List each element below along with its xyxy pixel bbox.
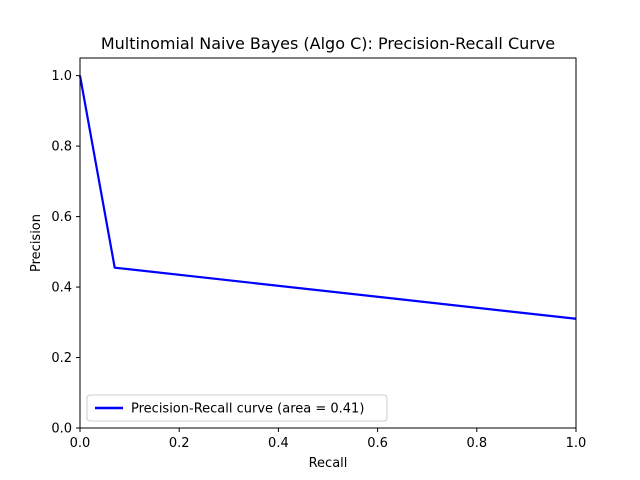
- x-tick-label: 0.0: [70, 436, 91, 451]
- legend-label: Precision-Recall curve (area = 0.41): [131, 402, 364, 417]
- x-tick-label: 0.4: [268, 436, 289, 451]
- y-tick-label: 1.0: [51, 69, 72, 84]
- y-axis-label: Precision: [29, 214, 44, 272]
- x-tick-label: 0.8: [466, 436, 487, 451]
- series-group: [78, 75, 577, 320]
- y-tick-label: 0.4: [51, 281, 72, 296]
- x-axis: 0.0 0.2 0.4 0.6 0.8 1.0: [70, 428, 587, 451]
- y-tick-label: 0.2: [51, 351, 72, 366]
- x-axis-label: Recall: [309, 456, 348, 471]
- y-tick-label: 0.8: [51, 140, 72, 155]
- plot-frame: [79, 57, 577, 429]
- y-tick-label: 0.0: [51, 422, 72, 437]
- y-tick-label: 0.6: [51, 210, 72, 225]
- x-tick-label: 0.6: [367, 436, 388, 451]
- x-tick-label: 1.0: [566, 436, 587, 451]
- series-line-0: [78, 75, 577, 320]
- y-axis: 0.0 0.2 0.4 0.6 0.8 1.0: [51, 69, 80, 437]
- chart-title: Multinomial Naive Bayes (Algo C): Precis…: [101, 34, 555, 53]
- x-tick-label: 0.2: [169, 436, 190, 451]
- legend: Precision-Recall curve (area = 0.41): [86, 394, 388, 422]
- legend-box: [86, 394, 388, 422]
